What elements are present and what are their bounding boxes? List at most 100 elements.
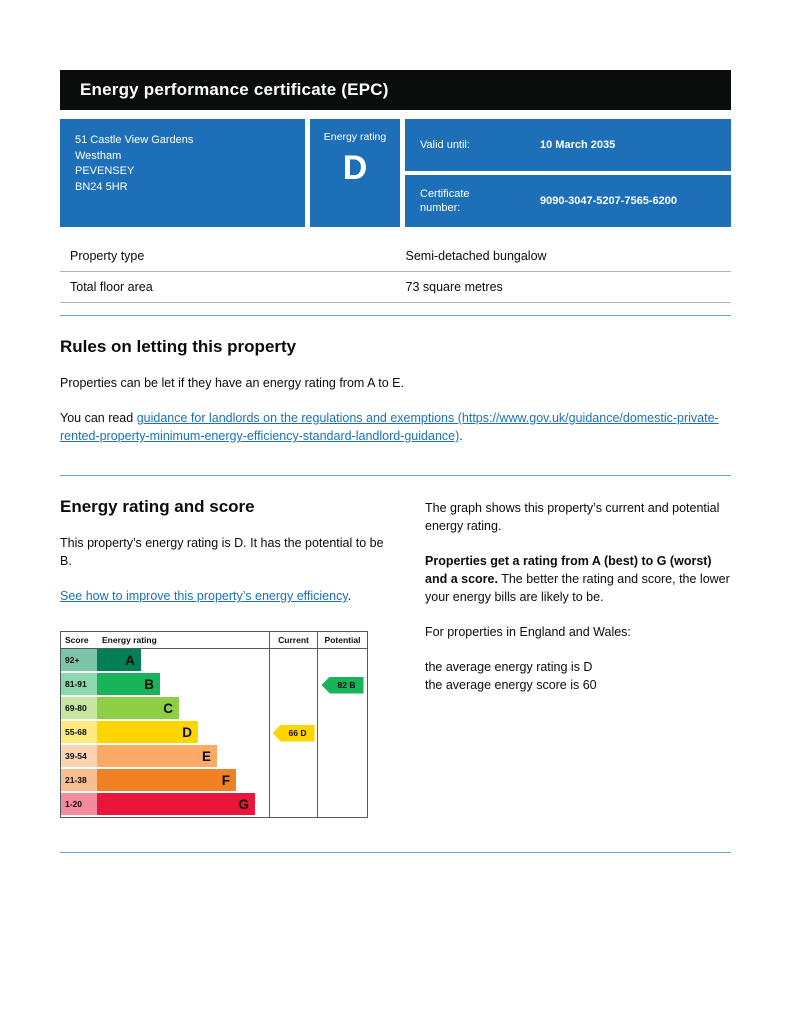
rating-intro: This property’s energy rating is D. It h…	[60, 536, 384, 568]
rating-left-column: Energy rating and score This property’s …	[60, 476, 390, 818]
epc-band-a: 92+ A	[61, 649, 367, 673]
valid-until-label: Valid until:	[420, 139, 470, 151]
band-bar-cell: E	[97, 745, 269, 769]
address-line: BN24 5HR	[75, 180, 128, 193]
certificate-number-value: 9090-3047-5207-7565-6200	[540, 195, 678, 207]
current-column-cell	[269, 769, 317, 793]
energy-rating-label: Energy rating	[323, 131, 387, 143]
property-address: 51 Castle View Gardens Westham PEVENSEY BN2…	[60, 119, 305, 227]
band-bar-e: E	[97, 745, 217, 767]
band-bar-cell: C	[97, 697, 269, 721]
band-score-cell: 21-38	[61, 769, 97, 793]
band-score-cell: 1-20	[61, 793, 97, 817]
rating-explainer: Properties get a rating from A (best) to…	[425, 552, 730, 606]
band-bar-g: G	[97, 793, 255, 815]
rules-paragraph: Properties can be let if they have an en…	[60, 376, 404, 390]
guidance-paragraph: You can read guidance for landlords on t…	[60, 409, 731, 445]
current-column-cell	[269, 649, 317, 673]
rating-explainer-rest: The better the rating and score, the low…	[425, 572, 730, 604]
band-score-cell: 39-54	[61, 745, 97, 769]
address-line: Westham	[75, 149, 122, 162]
rules-section: Rules on letting this property Propertie…	[60, 337, 731, 445]
property-details-table: Property type Semi-detached bungalow Total…	[60, 241, 731, 303]
epc-band-b: 81-91 B 82 B	[61, 673, 367, 697]
band-score-range: 69-80	[61, 697, 97, 719]
detail-value: 73 square metres	[395, 271, 731, 303]
valid-until-value: 10 March 2035	[540, 139, 616, 151]
energy-rating-section: Energy rating and score This property’s …	[60, 476, 731, 818]
improve-paragraph: See how to improve this property’s energ…	[60, 587, 390, 605]
current-column-cell: 66 D	[269, 721, 317, 745]
section-divider-top	[60, 315, 731, 316]
certificate-summary: 51 Castle View Gardens Westham PEVENSEY BN2…	[60, 119, 731, 227]
chart-header-potential: Potential	[317, 632, 367, 648]
band-score-cell: 92+	[61, 649, 97, 673]
current-column-cell	[269, 745, 317, 769]
band-bar-cell: F	[97, 769, 269, 793]
property-details-row: Property type Semi-detached bungalow	[60, 241, 731, 272]
potential-column-cell	[317, 769, 367, 793]
chart-header-rating: Energy rating	[102, 635, 157, 645]
current-column-cell	[269, 673, 317, 697]
band-score-range: 81-91	[61, 673, 97, 695]
epc-band-e: 39-54 E	[61, 745, 367, 769]
certificate-title-banner: Energy performance certificate (EPC)	[60, 70, 731, 110]
current-column-cell	[269, 793, 317, 817]
address-line: 51 Castle View Gardens	[75, 134, 194, 146]
band-score-range: 92+	[61, 649, 97, 671]
chart-header-current: Current	[269, 632, 317, 648]
chart-header-row: Score Energy rating Current Potential	[61, 632, 367, 649]
band-bar-f: F	[97, 769, 236, 791]
energy-rating-value: D	[342, 149, 368, 187]
average-score-line: the average energy score is 60	[425, 678, 597, 692]
energy-rating-chart: Score Energy rating Current Potential 92…	[60, 631, 368, 818]
band-score-cell: 81-91	[61, 673, 97, 697]
chart-header-score: Score	[65, 635, 89, 645]
band-score-range: 1-20	[61, 793, 97, 815]
property-details-row: Total floor area 73 square metres	[60, 271, 731, 303]
potential-column-cell	[317, 793, 367, 817]
page-title: Energy performance certificate (EPC)	[80, 80, 389, 99]
guidance-suffix: .	[459, 429, 463, 443]
guidance-prefix: You can read	[60, 411, 137, 425]
rules-heading: Rules on letting this property	[60, 337, 297, 356]
address-line: PEVENSEY	[75, 165, 135, 177]
energy-rating-box: Energy rating D	[310, 119, 400, 227]
improve-suffix: .	[347, 589, 352, 603]
potential-column-cell	[317, 697, 367, 721]
landlord-guidance-link[interactable]: guidance for landlords on the regulation…	[60, 411, 719, 443]
potential-column-cell: 82 B	[317, 673, 367, 697]
potential-column-cell	[317, 745, 367, 769]
chart-band-rows: 92+ A 81-91 B 82 B 69-80 C 55-68 D 66 D 39-54 E 21-3…	[61, 649, 367, 817]
valid-until-row: Valid until: 10 March 2035	[405, 119, 731, 171]
detail-label: Property type	[60, 241, 396, 272]
potential-rating-marker: 82 B	[321, 676, 364, 694]
improve-efficiency-link[interactable]: See how to improve this property’s energ…	[60, 589, 348, 603]
band-bar-c: C	[97, 697, 179, 719]
band-bar-cell: D	[97, 721, 269, 745]
epc-band-c: 69-80 C	[61, 697, 367, 721]
band-score-range: 39-54	[61, 745, 97, 767]
band-bar-cell: G	[97, 793, 269, 817]
band-bar-cell: B	[97, 673, 269, 697]
band-bar-cell: A	[97, 649, 269, 673]
average-rating-line: the average energy rating is D	[425, 660, 593, 674]
band-bar-a: A	[97, 649, 141, 671]
national-averages: the average energy rating is D the avera…	[425, 658, 730, 694]
section-divider-middle	[60, 475, 731, 476]
certificate-number-label: Certificate number:	[420, 188, 470, 214]
current-column-cell	[269, 697, 317, 721]
detail-label: Total floor area	[60, 271, 396, 303]
graph-intro: The graph shows this property’s current …	[425, 501, 720, 533]
certificate-number-row: Certificate number: 9090-3047-5207-7565-…	[405, 175, 731, 227]
epc-band-f: 21-38 F	[61, 769, 367, 793]
band-bar-b: B	[97, 673, 160, 695]
certificate-meta: Valid until: 10 March 2035 Certificate n…	[405, 119, 731, 227]
band-score-range: 21-38	[61, 769, 97, 791]
section-divider-bottom	[60, 852, 731, 853]
rating-right-column: The graph shows this property’s current …	[425, 476, 730, 818]
rating-explainer-bold: Properties get a rating from A (best) to…	[425, 554, 712, 586]
epc-band-d: 55-68 D 66 D	[61, 721, 367, 745]
potential-column-cell	[317, 649, 367, 673]
